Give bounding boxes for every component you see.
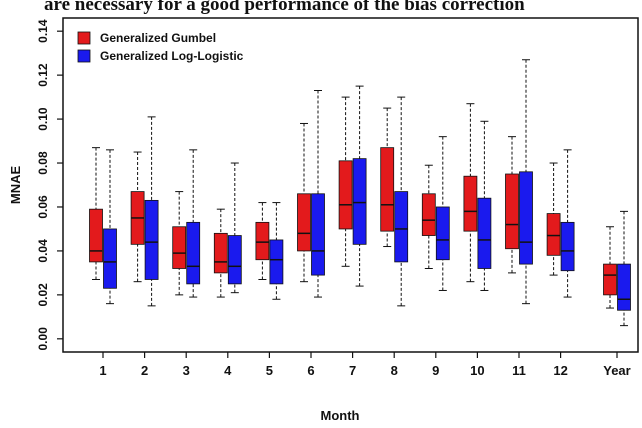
- y-axis-label: MNAE: [8, 166, 23, 205]
- box: [546, 213, 561, 256]
- box: [617, 263, 631, 311]
- box: [297, 193, 311, 252]
- x-tick-label: 3: [183, 363, 190, 378]
- y-tick-label: 0.00: [36, 327, 50, 351]
- caption: are necessary for a good performance of …: [44, 0, 525, 15]
- x-tick-label: 8: [391, 363, 398, 378]
- box: [421, 193, 436, 236]
- x-tick-label: 12: [553, 363, 567, 378]
- box: [560, 221, 575, 272]
- x-tick-label: 5: [266, 363, 273, 378]
- x-tick-label: 2: [141, 363, 148, 378]
- plot-frame: [62, 17, 639, 353]
- y-tick-label: 0.02: [36, 283, 50, 307]
- box: [89, 208, 103, 263]
- x-tick-label: 6: [307, 363, 314, 378]
- x-tick-label: 1: [99, 363, 106, 378]
- y-tick-label: 0.10: [36, 107, 50, 131]
- box: [477, 197, 492, 269]
- box: [435, 206, 450, 261]
- x-tick-label: 11: [512, 363, 526, 378]
- legend-swatch: [77, 31, 91, 45]
- y-tick-label: 0.12: [36, 63, 50, 87]
- x-tick-label: 4: [224, 363, 232, 378]
- x-tick-label: Year: [603, 363, 630, 378]
- box: [269, 239, 284, 285]
- y-tick-label: 0.14: [36, 19, 50, 43]
- x-tick-label: 10: [470, 363, 484, 378]
- box: [186, 221, 201, 285]
- box: [103, 228, 117, 289]
- box: [338, 160, 353, 230]
- box: [227, 235, 242, 285]
- box: [463, 175, 478, 232]
- x-tick-label: 9: [432, 363, 439, 378]
- x-axis-label: Month: [321, 408, 360, 423]
- box: [213, 232, 228, 274]
- box: [255, 221, 270, 261]
- box: [144, 199, 159, 280]
- y-tick-label: 0.04: [36, 239, 50, 263]
- box: [172, 226, 187, 269]
- box: [394, 191, 409, 263]
- x-tick-label: 7: [349, 363, 356, 378]
- y-tick-label: 0.08: [36, 151, 50, 175]
- legend-label: Generalized Log-Logistic: [100, 49, 244, 63]
- box: [311, 193, 325, 276]
- legend-label: Generalized Gumbel: [100, 31, 216, 45]
- legend-swatch: [77, 49, 91, 63]
- box: [603, 263, 617, 296]
- box: [380, 147, 395, 232]
- y-tick-label: 0.06: [36, 195, 50, 219]
- box: [519, 171, 533, 265]
- box: [505, 173, 519, 250]
- box: [352, 158, 367, 245]
